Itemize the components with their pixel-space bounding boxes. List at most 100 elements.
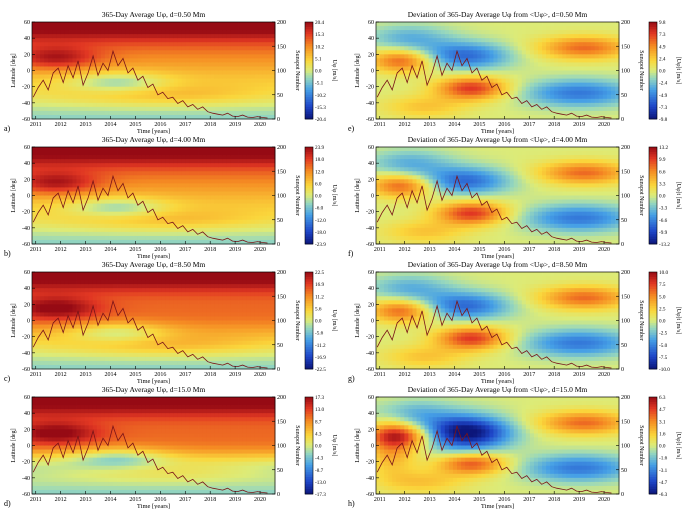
heatmap-cell	[44, 449, 49, 454]
heatmap-cell	[117, 151, 122, 156]
heatmap-cell	[121, 110, 126, 116]
heatmap-cell	[157, 284, 162, 289]
heatmap-cell	[266, 78, 272, 84]
heatmap-cell	[84, 413, 90, 418]
heatmap-cell	[113, 110, 118, 116]
heatmap-cell	[238, 66, 243, 71]
heatmap-cell	[129, 280, 134, 285]
heatmap-cell	[117, 328, 122, 334]
right-tick-label: 200	[277, 270, 286, 276]
heatmap-cell	[108, 38, 114, 43]
heatmap-cell	[104, 340, 110, 346]
heatmap-cell	[234, 276, 239, 281]
heatmap-cell	[96, 239, 102, 245]
heatmap-cell	[181, 280, 187, 285]
heatmap-cell	[52, 348, 57, 354]
heatmap-cell	[44, 296, 49, 301]
heatmap-cell	[113, 70, 118, 75]
heatmap-cell	[68, 481, 73, 487]
heatmap-cell	[226, 114, 231, 120]
heatmap-cell	[117, 175, 122, 180]
heatmap-cell	[262, 90, 268, 96]
heatmap-cell	[153, 227, 158, 233]
heatmap-cell	[68, 78, 73, 84]
heatmap-cell	[80, 239, 86, 245]
heatmap-cell	[113, 344, 118, 350]
heatmap-cell	[60, 437, 65, 442]
heatmap-cell	[214, 223, 219, 229]
heatmap-cell	[214, 356, 219, 362]
heatmap-cell	[189, 312, 195, 317]
heatmap-cell	[210, 78, 215, 84]
heatmap-cell	[202, 316, 207, 321]
heatmap-cell	[56, 469, 61, 475]
heatmap-cell	[60, 159, 65, 164]
heatmap-cell	[234, 219, 239, 225]
heatmap-cell	[169, 98, 175, 104]
heatmap-cell	[262, 187, 268, 192]
heatmap-cell	[104, 304, 110, 309]
heatmap-cell	[181, 151, 187, 156]
heatmap-cell	[189, 203, 195, 209]
colorbar-step	[305, 38, 313, 42]
heatmap-cell	[96, 284, 102, 289]
heatmap-cell	[56, 473, 61, 479]
heatmap-cell	[121, 22, 126, 27]
heatmap-cell	[194, 74, 199, 79]
heatmap-cell	[157, 292, 162, 297]
heatmap-cell	[250, 356, 256, 362]
heatmap-cell	[234, 288, 239, 293]
heatmap-cell	[258, 62, 264, 67]
heatmap-cell	[198, 276, 203, 281]
heatmap-cell	[226, 340, 231, 346]
heatmap-cell	[129, 114, 134, 120]
heatmap-cell	[52, 207, 57, 213]
heatmap-cell	[218, 34, 223, 39]
heatmap-cell	[92, 219, 98, 225]
heatmap-cell	[254, 187, 260, 192]
heatmap-cell	[113, 340, 118, 346]
heatmap-cell	[141, 207, 146, 213]
heatmap-cell	[113, 203, 118, 209]
heatmap-cell	[80, 199, 86, 204]
heatmap-cell	[48, 312, 53, 317]
heatmap-cell	[96, 332, 102, 338]
heatmap-cell	[177, 308, 183, 313]
heatmap-cell	[76, 449, 81, 454]
heatmap-cell	[250, 195, 256, 200]
heatmap-cell	[210, 280, 215, 285]
heatmap-cell	[189, 110, 195, 116]
heatmap-cell	[133, 82, 138, 88]
heatmap-cell	[76, 195, 81, 200]
heatmap-cell	[84, 167, 90, 172]
heatmap-cell	[60, 38, 65, 43]
heatmap-cell	[194, 316, 199, 321]
heatmap-cell	[210, 86, 215, 92]
heatmap-cell	[84, 235, 90, 241]
heatmap-cell	[161, 223, 167, 229]
heatmap-cell	[226, 292, 231, 297]
heatmap-cell	[218, 82, 223, 88]
heatmap-cell	[117, 147, 122, 152]
heatmap-cell	[64, 90, 69, 96]
heatmap-cell	[230, 332, 235, 338]
heatmap-cell	[64, 78, 69, 84]
heatmap-cell	[56, 167, 61, 172]
heatmap-cell	[141, 344, 146, 350]
heatmap-cell	[64, 489, 69, 495]
heatmap-cell	[133, 34, 138, 39]
heatmap-cell	[52, 425, 57, 430]
heatmap-cell	[56, 187, 61, 192]
heatmap-cell	[88, 453, 94, 459]
heatmap-cell	[177, 54, 183, 59]
heatmap-cell	[230, 46, 235, 51]
heatmap-cell	[222, 159, 227, 164]
heatmap-cell	[48, 151, 53, 156]
heatmap-cell	[198, 332, 203, 338]
heatmap-cell	[141, 356, 146, 362]
heatmap-cell	[157, 207, 162, 213]
heatmap-cell	[104, 272, 110, 277]
heatmap-cell	[76, 82, 81, 88]
heatmap-cell	[161, 239, 167, 245]
heatmap-cell	[76, 324, 81, 329]
